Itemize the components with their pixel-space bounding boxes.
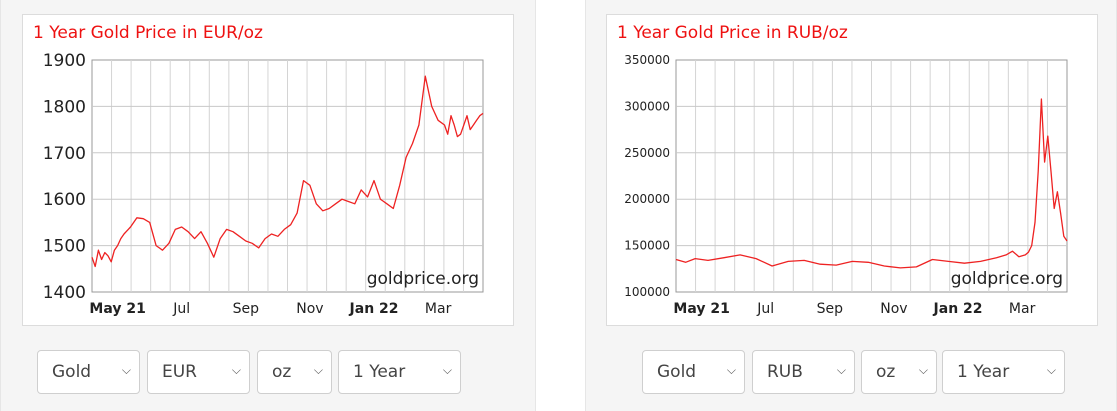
watermark-text: goldprice.org (367, 269, 479, 289)
y-tick-label: 1500 (43, 237, 86, 257)
x-tick-label: Jan 22 (349, 301, 399, 317)
y-tick-label: 100000 (624, 285, 670, 299)
y-tick-label: 250000 (624, 146, 670, 160)
metal-select-value: Gold (52, 362, 92, 382)
unit-select[interactable]: oz ⌵ (257, 350, 332, 394)
y-tick-label: 1900 (43, 51, 86, 71)
chevron-down-icon: ⌵ (1046, 363, 1056, 377)
x-tick-label: Nov (296, 301, 323, 317)
y-tick-label: 150000 (624, 239, 670, 253)
price-line (91, 75, 484, 268)
x-tick-label: Jul (172, 301, 190, 317)
period-select-value: 1 Year (957, 362, 1010, 382)
x-tick-label: May 21 (89, 301, 145, 317)
chart-title: 1 Year Gold Price in RUB/oz (617, 23, 848, 43)
price-line (675, 98, 1068, 269)
currency-select-value: RUB (767, 362, 803, 382)
x-tick-label: Mar (1009, 301, 1036, 317)
metal-select-value: Gold (657, 362, 697, 382)
currency-select[interactable]: EUR ⌵ (147, 350, 250, 394)
metal-select[interactable]: Gold ⌵ (642, 350, 745, 394)
y-tick-label: 200000 (624, 192, 670, 206)
chart-panel-eur: 1 Year Gold Price in EUR/oz 1400 1500 1600… (0, 0, 536, 411)
x-tick-label: Sep (233, 301, 260, 317)
metal-select[interactable]: Gold ⌵ (37, 350, 140, 394)
chevron-down-icon: ⌵ (836, 363, 846, 377)
unit-select-value: oz (272, 362, 292, 382)
y-tick-label: 1800 (43, 97, 86, 117)
unit-select[interactable]: oz ⌵ (861, 350, 937, 394)
line-chart-eur: 1400 1500 1600 1700 1800 1900 May 21 Jul Sep Nov J… (43, 51, 484, 317)
chart-panel-rub: 1 Year Gold Price in RUB/oz 100000 150000… (585, 0, 1117, 411)
y-tick-label: 1700 (43, 144, 86, 164)
chevron-down-icon: ⌵ (231, 363, 241, 377)
currency-select-value: EUR (162, 362, 197, 382)
watermark-text: goldprice.org (951, 269, 1063, 289)
chart-title: 1 Year Gold Price in EUR/oz (33, 23, 263, 43)
period-select[interactable]: 1 Year ⌵ (942, 350, 1065, 394)
chart-card-eur: 1 Year Gold Price in EUR/oz 1400 1500 1600… (22, 14, 514, 326)
line-chart-rub: 100000 150000 200000 250000 300000 350000 May … (624, 53, 1068, 317)
x-tick-label: Jul (756, 301, 774, 317)
chevron-down-icon: ⌵ (313, 363, 323, 377)
chevron-down-icon: ⌵ (442, 363, 452, 377)
y-tick-label: 1600 (43, 190, 86, 210)
x-tick-label: May 21 (673, 301, 729, 317)
y-tick-label: 1400 (43, 283, 86, 303)
chevron-down-icon: ⌵ (918, 363, 928, 377)
period-select[interactable]: 1 Year ⌵ (338, 350, 461, 394)
x-tick-label: Jan 22 (933, 301, 983, 317)
period-select-value: 1 Year (353, 362, 406, 382)
unit-select-value: oz (876, 362, 896, 382)
chart-card-rub: 1 Year Gold Price in RUB/oz 100000 150000… (606, 14, 1098, 326)
x-tick-label: Mar (425, 301, 452, 317)
currency-select[interactable]: RUB ⌵ (752, 350, 855, 394)
chevron-down-icon: ⌵ (121, 363, 131, 377)
y-tick-label: 350000 (624, 53, 670, 67)
y-tick-label: 300000 (624, 99, 670, 113)
chevron-down-icon: ⌵ (726, 363, 736, 377)
x-tick-label: Nov (880, 301, 907, 317)
x-tick-label: Sep (817, 301, 844, 317)
